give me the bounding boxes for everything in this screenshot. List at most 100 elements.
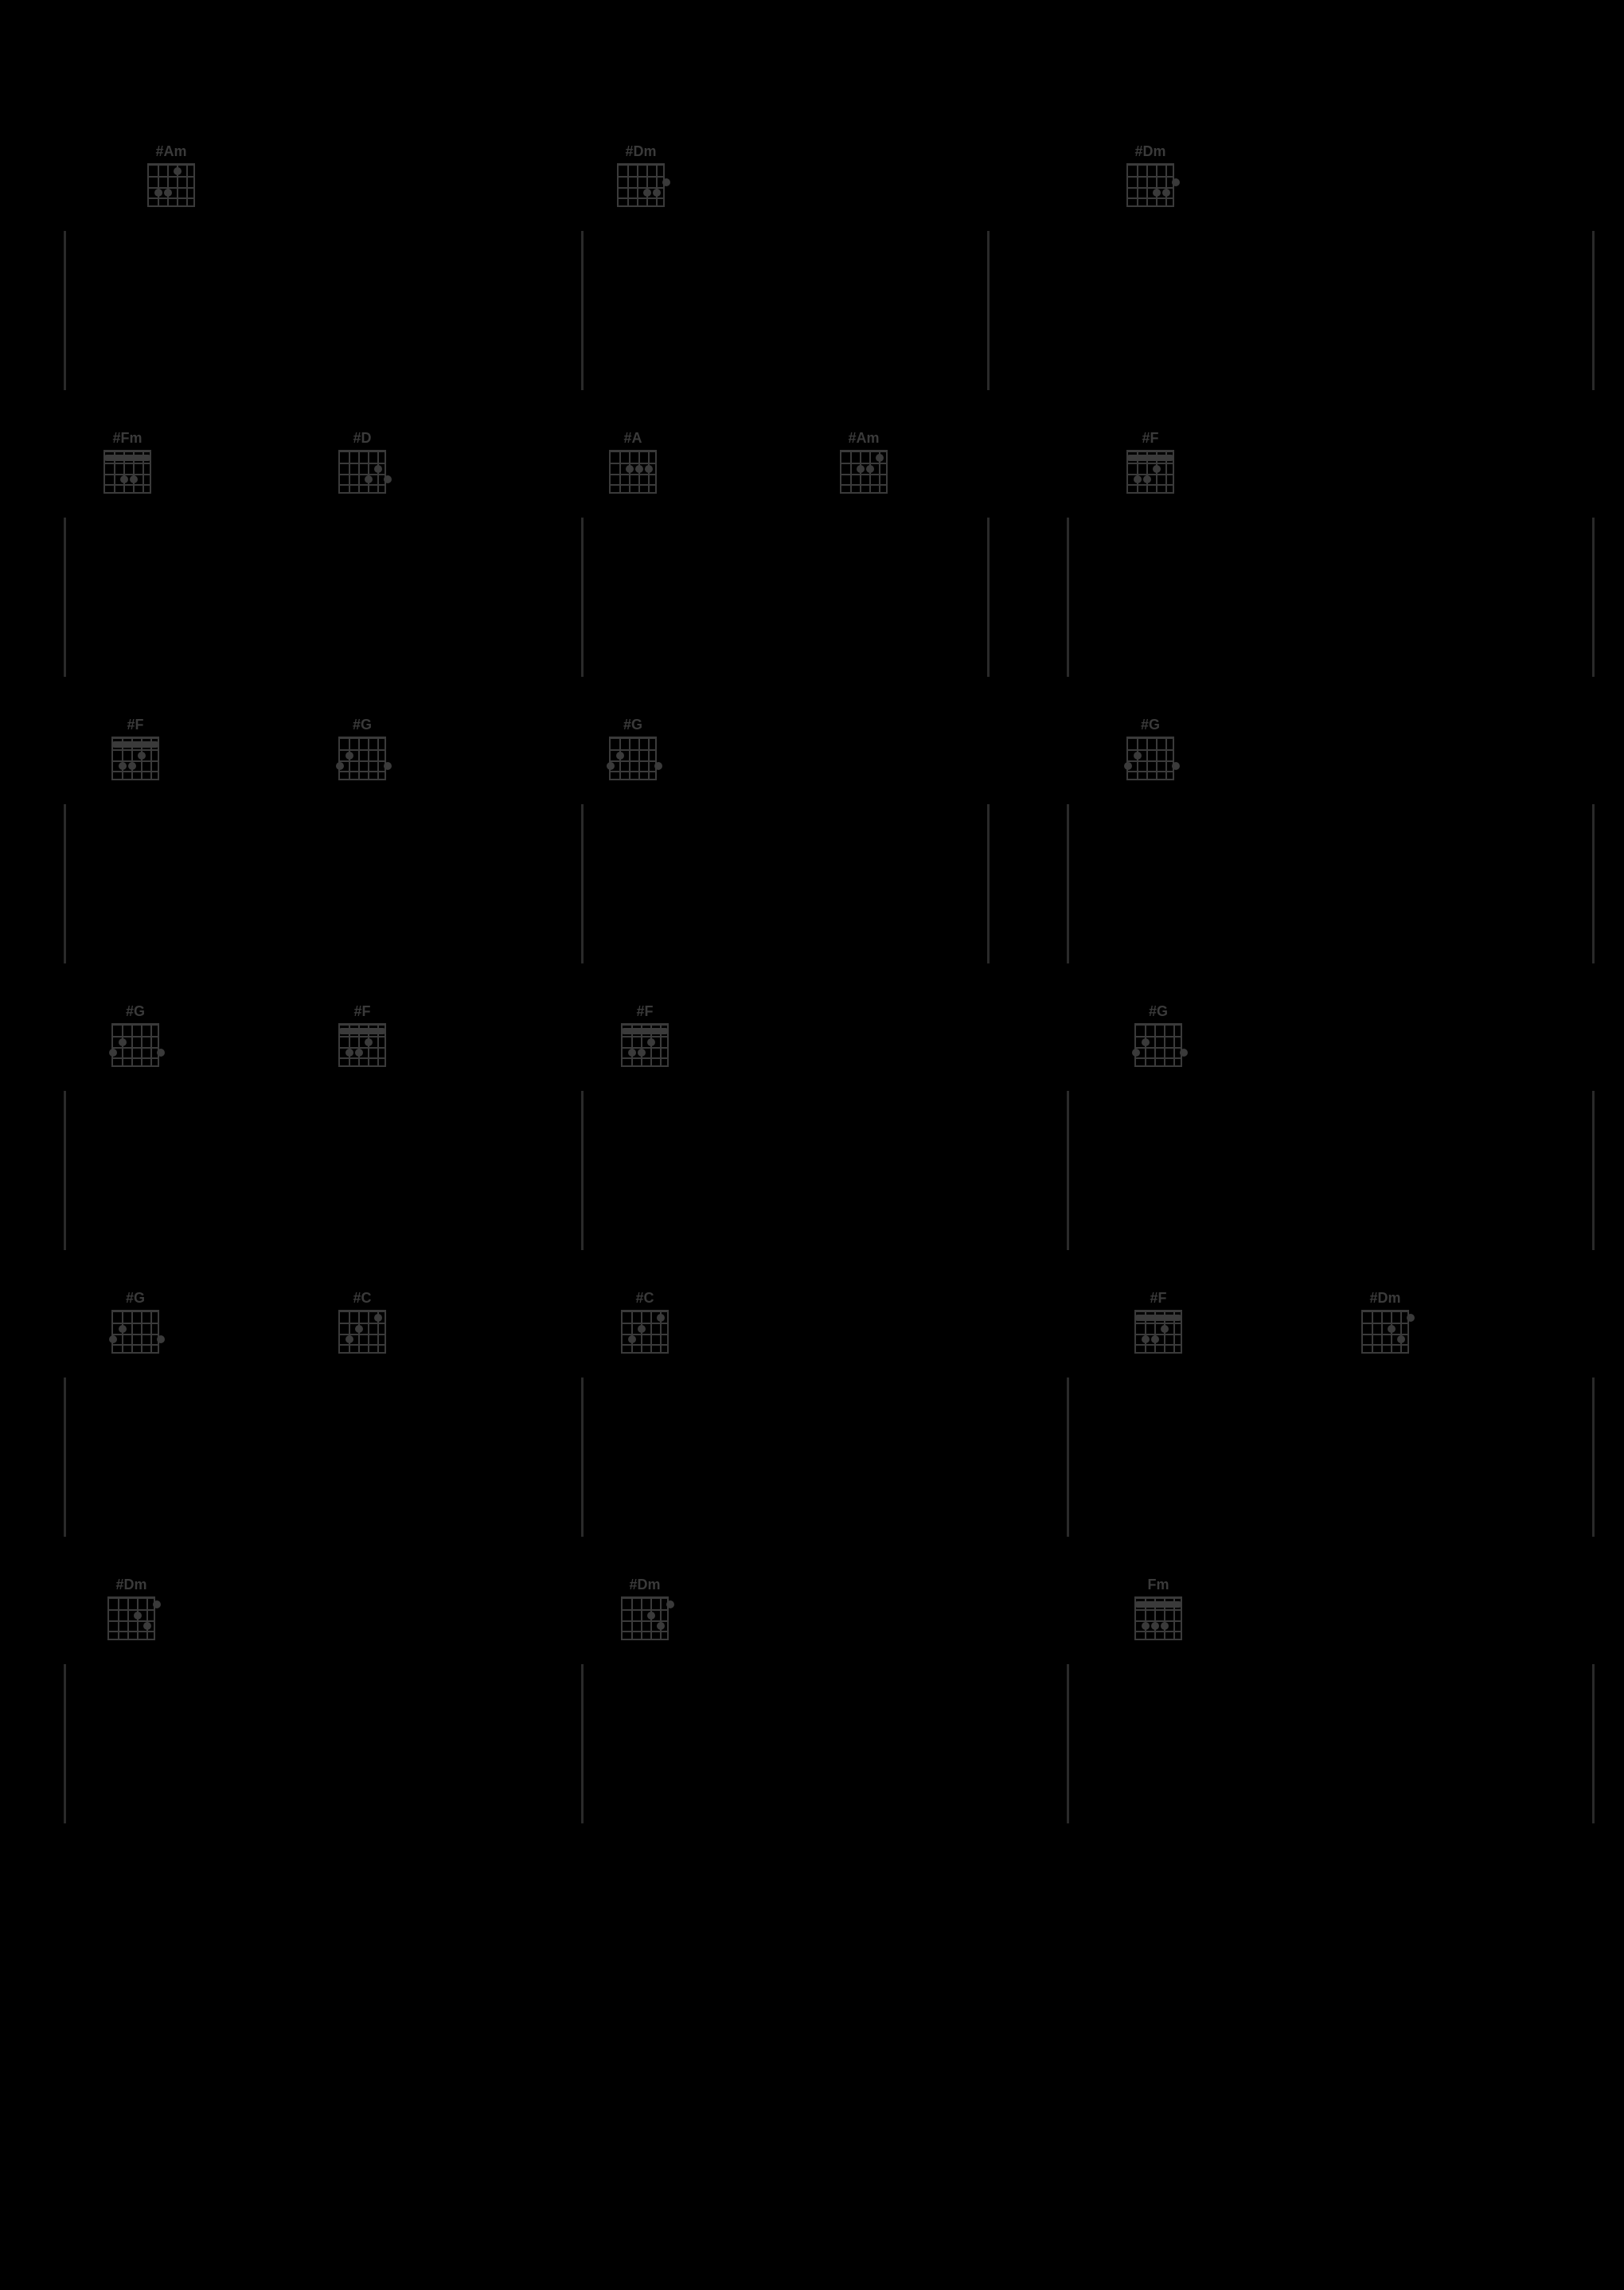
barline: [1067, 1091, 1069, 1250]
chord-diagram: #Dm: [103, 1577, 159, 1640]
chord-grid: [111, 1310, 159, 1354]
barline: [1592, 804, 1595, 963]
barline: [1592, 1378, 1595, 1537]
barline: [1592, 1091, 1595, 1250]
chord-grid: [338, 450, 386, 494]
barline: [987, 231, 990, 390]
chord-diagram: #C: [617, 1290, 673, 1354]
chord-name: #G: [1122, 717, 1178, 733]
chord-name: #Am: [143, 143, 199, 160]
chord-diagram: #F: [1130, 1290, 1186, 1354]
chord-diagram: #F: [617, 1003, 673, 1067]
chord-name: #Fm: [100, 430, 155, 447]
chord-grid: [103, 450, 151, 494]
barline: [581, 1664, 584, 1823]
chord-diagram: #C: [334, 1290, 390, 1354]
barline: [1067, 518, 1069, 677]
chord-name: #G: [107, 1003, 163, 1020]
barline: [64, 1664, 66, 1823]
chord-diagram: #Dm: [1357, 1290, 1413, 1354]
chord-name: Fm: [1130, 1577, 1186, 1593]
chord-name: #F: [107, 717, 163, 733]
chord-diagram: #G: [107, 1290, 163, 1354]
barline: [1592, 518, 1595, 677]
chord-diagram: #Dm: [617, 1577, 673, 1640]
chord-grid: [621, 1310, 669, 1354]
chord-grid: [621, 1023, 669, 1067]
chord-diagram: #G: [1130, 1003, 1186, 1067]
chord-diagram: #Am: [143, 143, 199, 207]
chord-diagram: #F: [334, 1003, 390, 1067]
chord-name: #D: [334, 430, 390, 447]
chord-name: #C: [334, 1290, 390, 1307]
chord-diagram: #F: [107, 717, 163, 780]
chord-diagram: #Fm: [100, 430, 155, 494]
chord-grid: [609, 450, 657, 494]
chord-grid: [1134, 1310, 1182, 1354]
chord-grid: [1126, 737, 1174, 780]
chord-name: #F: [617, 1003, 673, 1020]
chord-diagram: #G: [107, 1003, 163, 1067]
barline: [987, 804, 990, 963]
chord-grid: [621, 1596, 669, 1640]
chord-grid: [1134, 1596, 1182, 1640]
chord-diagram: #D: [334, 430, 390, 494]
chord-grid: [617, 163, 665, 207]
chord-name: #Dm: [1357, 1290, 1413, 1307]
chord-diagram: #Am: [836, 430, 892, 494]
barline: [1067, 1378, 1069, 1537]
barline: [1592, 231, 1595, 390]
barline: [64, 1378, 66, 1537]
chord-name: #Dm: [103, 1577, 159, 1593]
chord-name: #G: [334, 717, 390, 733]
barline: [1067, 1664, 1069, 1823]
chord-grid: [1361, 1310, 1409, 1354]
chord-grid: [111, 737, 159, 780]
chord-grid: [111, 1023, 159, 1067]
chord-name: #Dm: [613, 143, 669, 160]
chord-name: #C: [617, 1290, 673, 1307]
barline: [987, 518, 990, 677]
chord-diagram: #A: [605, 430, 661, 494]
chord-grid: [1126, 450, 1174, 494]
chord-grid: [338, 737, 386, 780]
barline: [581, 231, 584, 390]
barline: [64, 518, 66, 677]
barline: [64, 1091, 66, 1250]
system: #G #F #F #G: [32, 1003, 1592, 1250]
barline: [1592, 1664, 1595, 1823]
chord-name: #F: [1122, 430, 1178, 447]
chord-grid: [338, 1023, 386, 1067]
chord-diagram: #G: [1122, 717, 1178, 780]
system: #F #G #G #G: [32, 717, 1592, 963]
chord-grid: [609, 737, 657, 780]
barline: [581, 1091, 584, 1250]
barline: [64, 231, 66, 390]
chord-name: #A: [605, 430, 661, 447]
chord-name: #Am: [836, 430, 892, 447]
chord-diagram: #G: [334, 717, 390, 780]
chord-sheet: #Am#Dm#Dm#Fm#D#A#Am#F#F#G#G#G#G#F#F#G#G#…: [0, 0, 1624, 2290]
system: #G #C #C #F #Dm: [32, 1290, 1592, 1537]
chord-grid: [1134, 1023, 1182, 1067]
chord-grid: [1126, 163, 1174, 207]
system: #Am #Dm #Dm: [32, 143, 1592, 390]
chord-diagram: #Dm: [1122, 143, 1178, 207]
barline: [581, 1378, 584, 1537]
barline: [64, 804, 66, 963]
chord-name: #G: [107, 1290, 163, 1307]
chord-grid: [338, 1310, 386, 1354]
chord-diagram: Fm: [1130, 1577, 1186, 1640]
chord-name: #F: [1130, 1290, 1186, 1307]
system: #Dm #Dm Fm: [32, 1577, 1592, 1823]
chord-name: #G: [605, 717, 661, 733]
chord-name: #F: [334, 1003, 390, 1020]
chord-grid: [840, 450, 888, 494]
chord-grid: [147, 163, 195, 207]
chord-grid: [107, 1596, 155, 1640]
barline: [581, 804, 584, 963]
system: #Fm #D #A #Am #F: [32, 430, 1592, 677]
chord-diagram: #F: [1122, 430, 1178, 494]
chord-name: #G: [1130, 1003, 1186, 1020]
chord-name: #Dm: [1122, 143, 1178, 160]
